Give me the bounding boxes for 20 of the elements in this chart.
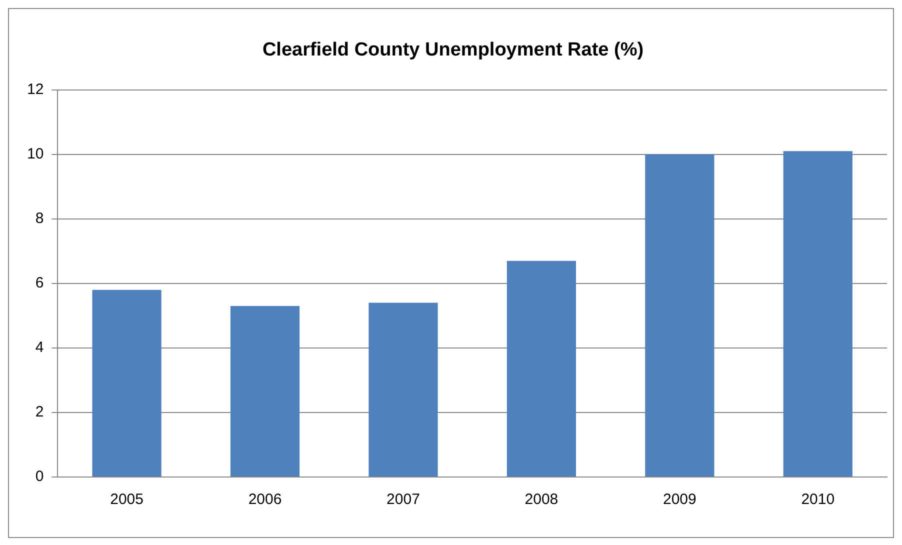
x-tick-label: 2007 [386, 491, 420, 508]
x-tick-label: 2008 [524, 491, 558, 508]
y-tick-label: 0 [35, 468, 44, 486]
x-tick-label: 2009 [662, 491, 696, 508]
x-tick-label: 2006 [248, 491, 282, 508]
bar [92, 290, 162, 476]
y-tick-label: 2 [35, 404, 44, 421]
y-tick-label: 6 [35, 274, 44, 292]
chart-title: Clearfield County Unemployment Rate (%) [262, 40, 644, 61]
x-tick-label: 2005 [110, 491, 144, 508]
bar [230, 306, 300, 476]
y-tick-label: 4 [35, 339, 44, 356]
y-tick-label: 10 [26, 145, 44, 162]
bar [645, 154, 714, 476]
y-tick-label: 8 [35, 210, 44, 228]
bar [506, 260, 576, 476]
x-tick-label: 2010 [801, 491, 835, 508]
bar [368, 302, 438, 476]
bar [783, 151, 852, 476]
y-tick-label: 12 [26, 80, 44, 98]
